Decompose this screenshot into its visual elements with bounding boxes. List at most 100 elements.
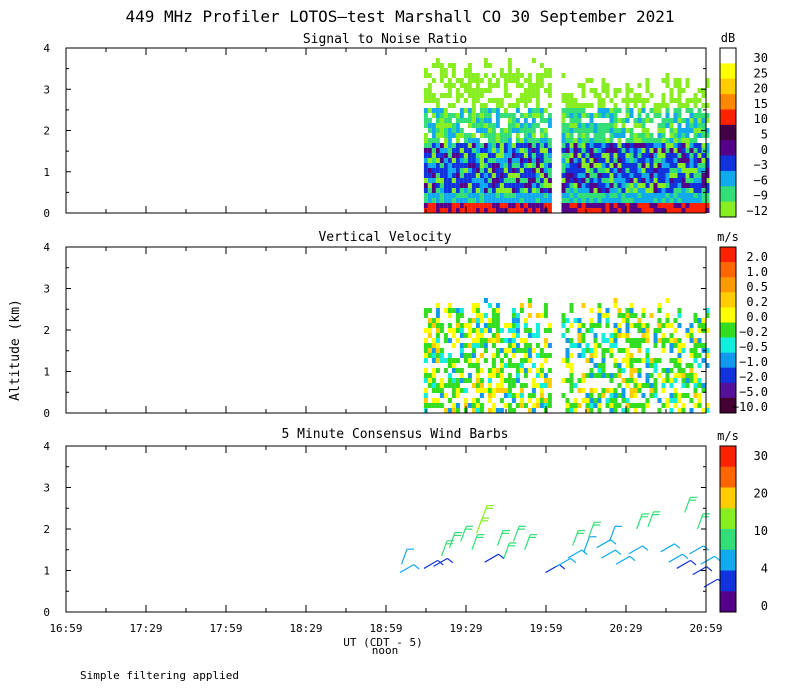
heatmap-cell bbox=[483, 73, 488, 78]
heatmap-cell bbox=[431, 143, 436, 148]
heatmap-cell bbox=[581, 163, 586, 168]
heatmap-cell bbox=[665, 313, 670, 318]
heatmap-cell bbox=[487, 148, 492, 153]
heatmap-cell bbox=[487, 398, 492, 403]
heatmap-cell bbox=[569, 378, 574, 383]
heatmap-cell bbox=[507, 78, 512, 83]
heatmap-cell bbox=[455, 163, 460, 168]
heatmap-cell bbox=[569, 343, 574, 348]
heatmap-cell bbox=[455, 78, 460, 83]
heatmap-cell bbox=[499, 98, 504, 103]
heatmap-cell bbox=[661, 183, 666, 188]
heatmap-cell bbox=[685, 78, 690, 83]
heatmap-cell bbox=[427, 193, 432, 198]
heatmap-cell bbox=[495, 158, 500, 163]
heatmap-cell bbox=[589, 133, 594, 138]
heatmap-cell bbox=[561, 128, 566, 133]
heatmap-cell bbox=[645, 78, 650, 83]
colorbar-swatch bbox=[720, 591, 736, 613]
heatmap-cell bbox=[483, 188, 488, 193]
heatmap-cell bbox=[605, 113, 610, 118]
heatmap-cell bbox=[693, 98, 698, 103]
heatmap-cell bbox=[523, 103, 528, 108]
y-tick-label: 2 bbox=[43, 125, 50, 138]
heatmap-cell bbox=[523, 83, 528, 88]
heatmap-cell bbox=[423, 343, 428, 348]
heatmap-cell bbox=[463, 403, 468, 408]
heatmap-cell bbox=[653, 158, 658, 163]
heatmap-cell bbox=[597, 208, 602, 213]
heatmap-cell bbox=[609, 168, 614, 173]
heatmap-cell bbox=[443, 188, 448, 193]
heatmap-cell bbox=[565, 93, 570, 98]
heatmap-cell bbox=[451, 363, 456, 368]
heatmap-cell bbox=[431, 173, 436, 178]
x-axis-sublabel: noon bbox=[372, 644, 399, 657]
heatmap-cell bbox=[697, 403, 702, 408]
heatmap-cell bbox=[621, 118, 626, 123]
heatmap-cell bbox=[479, 78, 484, 83]
heatmap-cell bbox=[483, 143, 488, 148]
heatmap-cell bbox=[471, 73, 476, 78]
heatmap-cell bbox=[435, 333, 440, 338]
heatmap-cell bbox=[447, 113, 452, 118]
heatmap-cell bbox=[431, 63, 436, 68]
heatmap-cell bbox=[451, 88, 456, 93]
heatmap-cell bbox=[561, 168, 566, 173]
heatmap-cell bbox=[515, 323, 520, 328]
heatmap-cell bbox=[435, 93, 440, 98]
heatmap-cell bbox=[569, 203, 574, 208]
heatmap-cell bbox=[471, 158, 476, 163]
heatmap-cell bbox=[435, 308, 440, 313]
heatmap-cell bbox=[637, 343, 642, 348]
heatmap-cell bbox=[547, 403, 552, 408]
colorbar-swatch bbox=[720, 78, 736, 95]
heatmap-cell bbox=[665, 153, 670, 158]
heatmap-cell bbox=[459, 73, 464, 78]
heatmap-cell bbox=[653, 133, 658, 138]
heatmap-cell bbox=[677, 348, 682, 353]
heatmap-cell bbox=[487, 98, 492, 103]
heatmap-cell bbox=[491, 208, 496, 213]
heatmap-cell bbox=[617, 203, 622, 208]
heatmap-cell bbox=[443, 83, 448, 88]
heatmap-cell bbox=[649, 363, 654, 368]
heatmap-cell bbox=[471, 303, 476, 308]
heatmap-cell bbox=[637, 143, 642, 148]
heatmap-cell bbox=[617, 348, 622, 353]
heatmap-cell bbox=[515, 148, 520, 153]
heatmap-cell bbox=[535, 148, 540, 153]
heatmap-cell bbox=[673, 208, 678, 213]
heatmap-cell bbox=[523, 138, 528, 143]
heatmap-cell bbox=[593, 103, 598, 108]
heatmap-cell bbox=[677, 308, 682, 313]
heatmap-cell bbox=[633, 408, 638, 413]
heatmap-cell bbox=[705, 198, 710, 203]
heatmap-cell bbox=[535, 103, 540, 108]
heatmap-cell bbox=[443, 128, 448, 133]
heatmap-cell bbox=[471, 198, 476, 203]
plot-frame bbox=[65, 445, 707, 613]
heatmap-cell bbox=[507, 348, 512, 353]
heatmap-cell bbox=[447, 338, 452, 343]
heatmap-cell bbox=[637, 328, 642, 333]
heatmap-cell bbox=[689, 143, 694, 148]
heatmap-cell bbox=[495, 98, 500, 103]
heatmap-cell bbox=[515, 128, 520, 133]
heatmap-cell bbox=[471, 138, 476, 143]
heatmap-cell bbox=[463, 378, 468, 383]
heatmap-cell bbox=[547, 118, 552, 123]
heatmap-cell bbox=[479, 178, 484, 183]
heatmap-cell bbox=[459, 368, 464, 373]
heatmap-cell bbox=[539, 193, 544, 198]
heatmap-cell bbox=[499, 328, 504, 333]
wind-barb bbox=[628, 545, 649, 555]
heatmap-cell bbox=[443, 158, 448, 163]
heatmap-cell bbox=[423, 138, 428, 143]
heatmap-cell bbox=[681, 383, 686, 388]
heatmap-cell bbox=[701, 208, 706, 213]
colorbar-swatch bbox=[720, 446, 736, 468]
wind-barb bbox=[471, 534, 485, 550]
heatmap-cell bbox=[653, 153, 658, 158]
